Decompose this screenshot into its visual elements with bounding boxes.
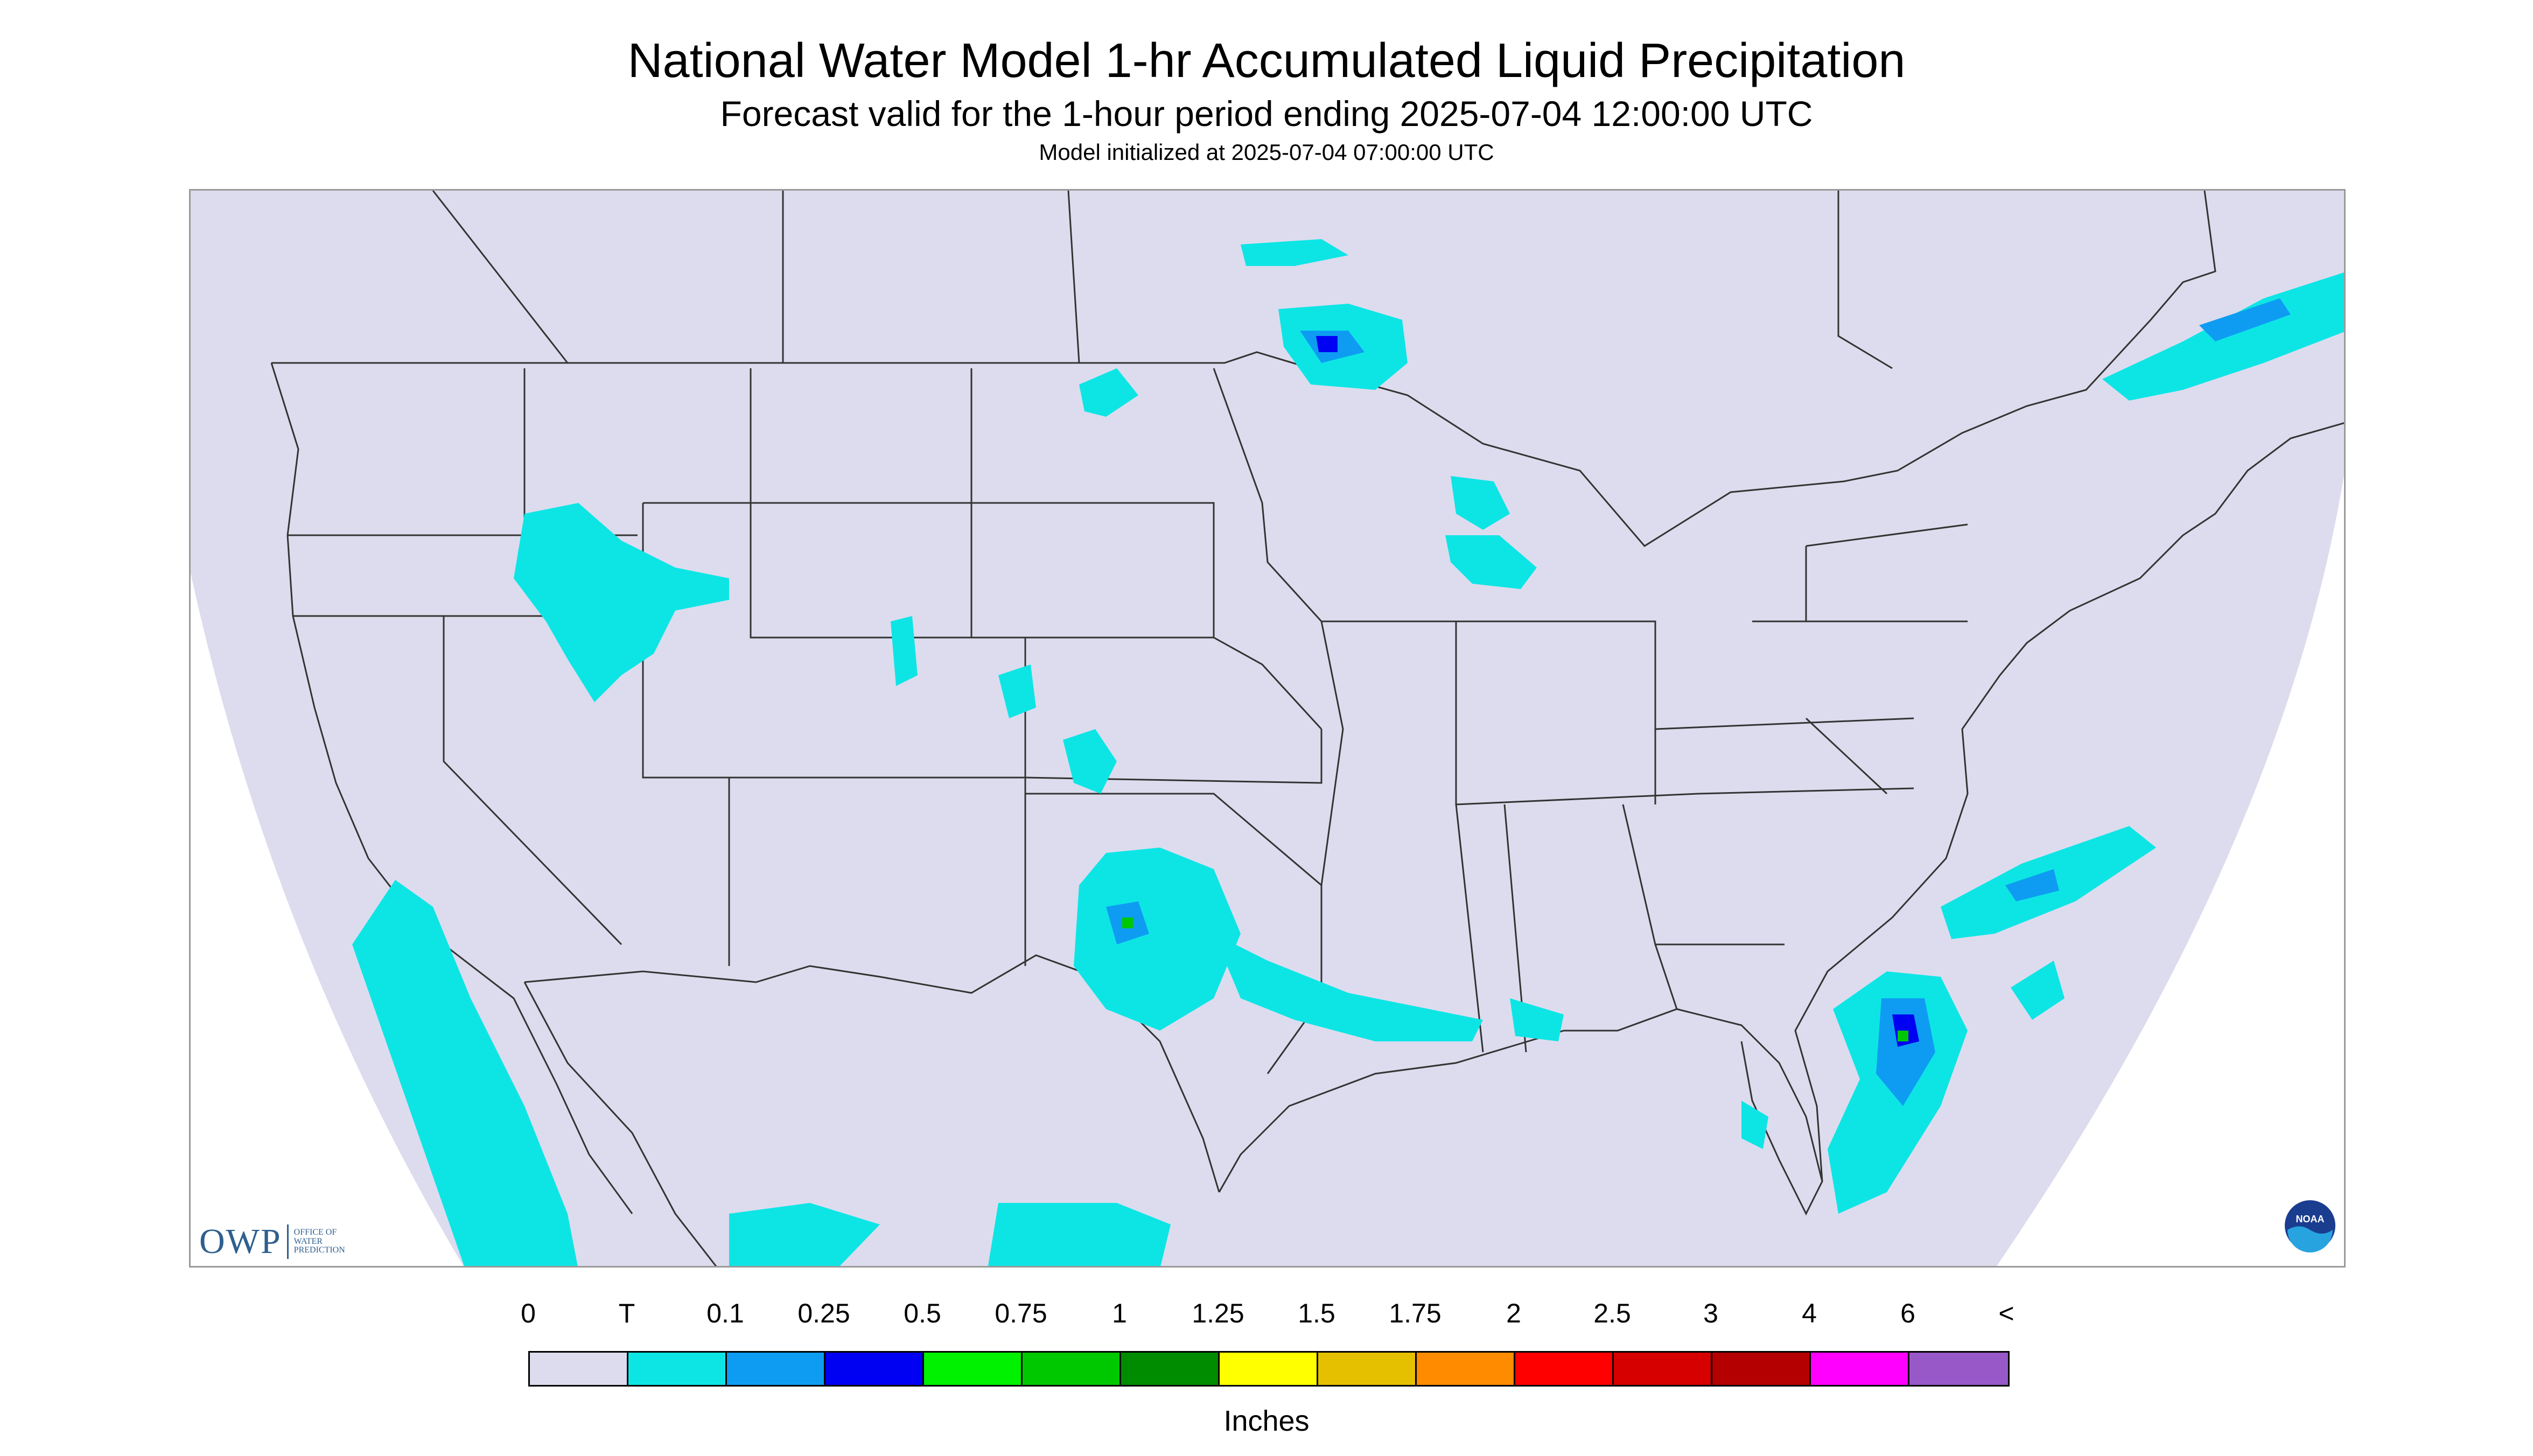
legend-labels: 0 T 0.1 0.25 0.5 0.75 1 1.25 1.5 1.75 2 2.5 3 4 6 <: [0, 1298, 2533, 1335]
legend-tick-label: 3: [1703, 1298, 1718, 1328]
model-domain: [191, 191, 2344, 1266]
legend-tick-label: 0: [521, 1298, 536, 1328]
legend-tick-label: 1.75: [1389, 1298, 1442, 1328]
legend-tick-label: <: [1998, 1298, 2014, 1328]
legend-tick-label: 4: [1802, 1298, 1817, 1328]
svg-text:NOAA: NOAA: [2296, 1214, 2325, 1224]
legend-tick-label: 2.5: [1593, 1298, 1631, 1328]
precip-color-legend: [528, 1351, 2010, 1387]
noaa-logo-icon: NOAA: [2285, 1200, 2335, 1252]
legend-tick-label: 6: [1900, 1298, 1915, 1328]
precipitation-map[interactable]: [189, 189, 2346, 1268]
legend-swatch: [1220, 1353, 1318, 1385]
forecast-valid-subtitle: Forecast valid for the 1-hour period end…: [720, 94, 1813, 134]
legend-tick-label: 0.25: [797, 1298, 850, 1328]
legend-swatch: [1515, 1353, 1614, 1385]
owp-logo-text: OWP: [199, 1222, 282, 1261]
legend-tick-label: 0.75: [995, 1298, 1047, 1328]
legend-swatch: [530, 1353, 628, 1385]
legend-swatch: [628, 1353, 727, 1385]
precip-heavy-areas: [1122, 918, 1908, 1041]
legend-swatch: [924, 1353, 1023, 1385]
legend-tick-label: 1.5: [1298, 1298, 1335, 1328]
political-borders: [270, 191, 2344, 1266]
legend-tick-label: 0.5: [904, 1298, 941, 1328]
east-coast: [1794, 422, 2344, 1182]
legend-swatch: [1712, 1353, 1811, 1385]
legend-swatch: [1318, 1353, 1417, 1385]
legend-tick-label: T: [618, 1298, 635, 1328]
legend-units: Inches: [1223, 1405, 1310, 1437]
legend-tick-label: 0.1: [706, 1298, 744, 1328]
map-title: National Water Model 1-hr Accumulated Li…: [627, 34, 1906, 88]
legend-swatch: [1614, 1353, 1712, 1385]
legend-swatch: [1121, 1353, 1220, 1385]
owp-logo: OWP OFFICE OF WATER PREDICTION: [199, 1221, 345, 1262]
legend-swatch: [727, 1353, 825, 1385]
legend-tick-label: 1: [1112, 1298, 1127, 1328]
legend-swatch: [1417, 1353, 1515, 1385]
owp-logo-subtitle: OFFICE OF WATER PREDICTION: [293, 1227, 345, 1255]
owp-logo-divider: [286, 1224, 289, 1259]
legend-swatch: [825, 1353, 924, 1385]
noaa-logo: NOAA: [2283, 1199, 2337, 1255]
legend-swatch: [1023, 1353, 1121, 1385]
precip-trace-areas: [352, 239, 2344, 1266]
us-mexico-border: [524, 954, 1220, 1193]
legend-swatch: [1909, 1353, 2008, 1385]
legend-tick-label: 1.25: [1192, 1298, 1244, 1328]
legend-tick-label: 2: [1506, 1298, 1521, 1328]
legend-swatch: [1811, 1353, 1909, 1385]
map-canvas: [191, 191, 2344, 1266]
model-init-line: Model initialized at 2025-07-04 07:00:00…: [1039, 139, 1494, 165]
